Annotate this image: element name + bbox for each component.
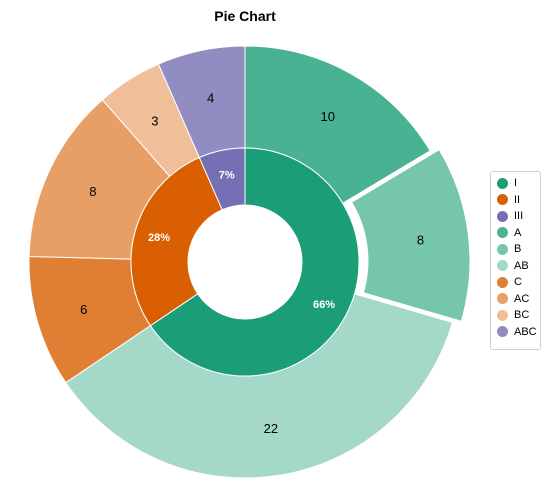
inner-slice-label-ii: 28%	[148, 232, 170, 244]
legend-swatch	[497, 293, 508, 305]
outer-slice-label-a: 10	[321, 109, 335, 124]
legend-item-bc[interactable]: BC	[497, 307, 540, 324]
legend-item-b[interactable]: B	[497, 241, 540, 258]
legend-label: B	[514, 243, 522, 256]
legend-label: I	[514, 177, 518, 190]
legend-label: C	[514, 276, 522, 289]
legend-item-ii[interactable]: II	[497, 192, 540, 209]
legend-swatch	[497, 243, 508, 255]
legend-item-abc[interactable]: ABC	[497, 324, 540, 341]
legend-label: ABC	[514, 325, 537, 338]
legend-item-i[interactable]: I	[497, 175, 540, 192]
legend-swatch	[497, 326, 508, 338]
chart-title: Pie Chart	[214, 8, 276, 24]
outer-slice-label-ac: 8	[89, 184, 96, 199]
legend-label: BC	[514, 309, 530, 322]
legend-swatch	[497, 177, 508, 189]
inner-ring: 66% 28% 7%	[130, 147, 360, 377]
outer-slice-label-bc: 3	[151, 113, 158, 128]
legend-swatch	[497, 260, 508, 272]
outer-slice-label-ab: 22	[264, 421, 278, 436]
legend-item-ac[interactable]: AC	[497, 291, 540, 308]
legend-swatch	[497, 210, 508, 222]
legend-label: AB	[514, 259, 529, 272]
legend-swatch	[497, 227, 508, 239]
inner-slice-i	[149, 147, 360, 377]
inner-slice-label-iii: 7%	[219, 169, 235, 181]
outer-slice-label-b: 8	[417, 232, 424, 247]
legend: I II III A B AB C AC BC ABC	[490, 171, 541, 350]
legend-swatch	[497, 309, 508, 321]
outer-ring: 10 8 22 6 8 3 4	[28, 45, 471, 479]
outer-slice-b	[350, 148, 471, 322]
legend-item-c[interactable]: C	[497, 274, 540, 291]
inner-slice-ii	[130, 156, 223, 327]
legend-item-a[interactable]: A	[497, 225, 540, 242]
inner-slice-label-i: 66%	[313, 299, 335, 311]
legend-label: AC	[514, 292, 530, 305]
legend-label: II	[514, 193, 521, 206]
inner-slice-iii	[198, 147, 246, 211]
legend-swatch	[497, 276, 508, 288]
legend-item-iii[interactable]: III	[497, 208, 540, 225]
legend-label: A	[514, 226, 522, 239]
outer-slice-label-abc: 4	[207, 91, 214, 106]
legend-label: III	[514, 210, 524, 223]
outer-slice-label-c: 6	[80, 302, 87, 317]
legend-item-ab[interactable]: AB	[497, 258, 540, 275]
legend-swatch	[497, 194, 508, 206]
